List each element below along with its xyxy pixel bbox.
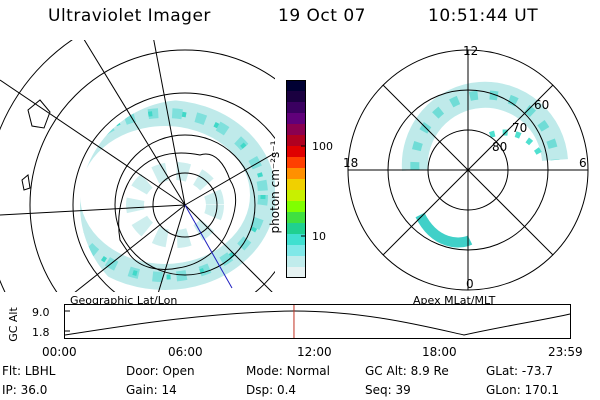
colorbar-segment bbox=[286, 267, 306, 278]
orbit-xtick-2359: 23:59 bbox=[548, 345, 583, 359]
colorbar-label: photon cm⁻²s⁻¹ bbox=[268, 140, 282, 234]
colorbar-segment bbox=[286, 135, 306, 147]
colorbar-segment bbox=[286, 234, 306, 246]
colorbar-segment bbox=[286, 157, 306, 169]
colorbar-segment bbox=[286, 102, 306, 114]
status-flt: Flt: LBHL bbox=[2, 364, 56, 378]
colorbar-segment bbox=[286, 80, 306, 92]
colorbar-tick-10: 10 bbox=[312, 230, 326, 243]
orbit-xtick-1800: 18:00 bbox=[422, 345, 457, 359]
geo-panel-label: Geographic Lat/Lon bbox=[70, 294, 178, 307]
colorbar-segment bbox=[286, 190, 306, 202]
orbit-ytick-low: 1.8 bbox=[32, 326, 50, 339]
magnetic-polar-plot bbox=[347, 49, 589, 291]
colorbar-segment bbox=[286, 113, 306, 125]
mag-aurora-emission bbox=[401, 81, 568, 248]
colorbar bbox=[286, 80, 306, 278]
mlat-label-60: 60 bbox=[534, 98, 550, 112]
orbit-altitude-plot bbox=[64, 304, 571, 339]
status-ip: IP: 36.0 bbox=[2, 383, 48, 397]
colorbar-segment bbox=[286, 146, 306, 158]
colorbar-segment bbox=[286, 91, 306, 103]
time-label: 10:51:44 UT bbox=[428, 6, 539, 26]
status-glon: GLon: 170.1 bbox=[486, 383, 559, 397]
mlt-label-12: 12 bbox=[463, 44, 479, 58]
instrument-title: Ultraviolet Imager bbox=[48, 6, 211, 26]
orbit-xtick-1200: 12:00 bbox=[297, 345, 332, 359]
status-gc-alt: GC Alt: 8.9 Re bbox=[365, 364, 449, 378]
status-door: Door: Open bbox=[126, 364, 195, 378]
mlt-label-6: 6 bbox=[579, 156, 587, 170]
orbit-ytick-high: 9.0 bbox=[32, 306, 50, 319]
mlt-label-0: 0 bbox=[466, 277, 474, 291]
colorbar-segment bbox=[286, 201, 306, 213]
status-gain: Gain: 14 bbox=[126, 383, 177, 397]
colorbar-segment bbox=[286, 124, 306, 136]
status-dsp: Dsp: 0.4 bbox=[246, 383, 297, 397]
status-seq: Seq: 39 bbox=[365, 383, 411, 397]
colorbar-segment bbox=[286, 245, 306, 257]
colorbar-segment bbox=[286, 179, 306, 191]
orbit-axis-label: GC Alt bbox=[6, 307, 20, 342]
mlat-label-80: 80 bbox=[492, 140, 508, 154]
date-label: 19 Oct 07 bbox=[278, 6, 366, 26]
colorbar-segment bbox=[286, 212, 306, 224]
mlt-label-18: 18 bbox=[343, 156, 359, 170]
colorbar-segment bbox=[286, 256, 306, 268]
geographic-map bbox=[0, 40, 275, 292]
status-glat: GLat: -73.7 bbox=[486, 364, 553, 378]
colorbar-segment bbox=[286, 168, 306, 180]
mag-panel-label: Apex MLat/MLT bbox=[413, 294, 496, 307]
colorbar-segment bbox=[286, 223, 306, 235]
mlat-label-70: 70 bbox=[512, 121, 528, 135]
orbit-altitude-curve bbox=[64, 310, 571, 336]
geo-aurora-emission bbox=[80, 100, 275, 290]
orbit-xtick-0000: 00:00 bbox=[42, 345, 77, 359]
orbit-xtick-0600: 06:00 bbox=[168, 345, 203, 359]
status-mode: Mode: Normal bbox=[246, 364, 330, 378]
colorbar-tick-100: 100 bbox=[312, 140, 333, 153]
